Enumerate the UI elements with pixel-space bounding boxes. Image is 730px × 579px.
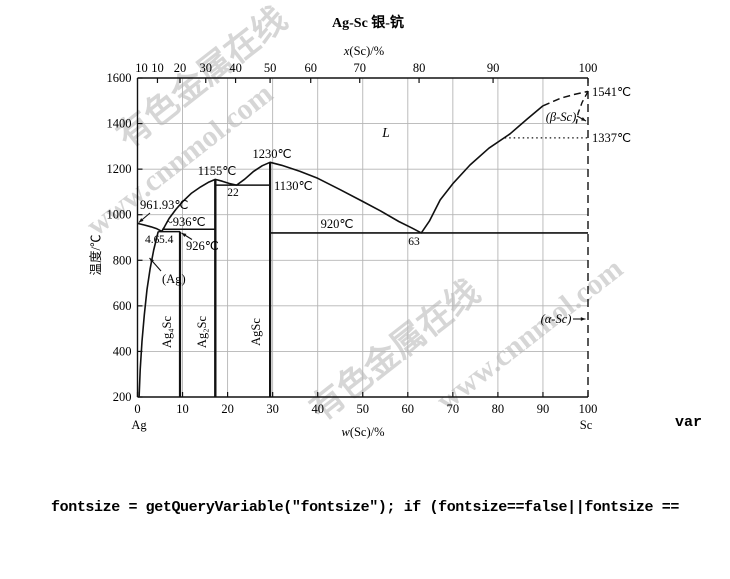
x-bottom-tick-label: 70 xyxy=(447,402,460,416)
annotation-AgSc: Ag₂Sc xyxy=(195,315,209,348)
x-bottom-tick-label: 0 xyxy=(134,402,140,416)
annotation--Sc: (α-Sc) xyxy=(541,312,572,326)
annotation-Ag: Ag xyxy=(131,418,147,432)
annotation-63: 63 xyxy=(408,236,420,248)
annotation-axis-title: x(Sc)/% xyxy=(343,44,384,58)
curve-liquidus xyxy=(137,105,544,234)
annotation-Ag-Sc银-钪: Ag-Sc 银-钪 xyxy=(332,14,404,31)
arrow-head xyxy=(149,258,154,263)
tick-marks xyxy=(136,77,589,398)
arrow-head xyxy=(138,218,144,223)
y-tick-label: 800 xyxy=(113,253,132,267)
annotation-AgSc: AgSc xyxy=(249,318,263,346)
annotation-1541: 1541℃ xyxy=(592,85,631,99)
annotation-1130: 1130℃ xyxy=(274,179,313,193)
annotation-46: 4.6 xyxy=(145,234,160,246)
arrow-head xyxy=(581,117,586,121)
x-bottom-tick-label: 30 xyxy=(266,402,279,416)
x-bottom-tick-label: 90 xyxy=(537,402,550,416)
x-top-tick-label: 70 xyxy=(353,61,366,75)
annotation-54: 5.4 xyxy=(159,234,174,246)
y-tick-label: 200 xyxy=(113,390,132,404)
annotation-1230: 1230℃ xyxy=(252,147,291,161)
annotation-axis-title: w(Sc)/% xyxy=(341,425,384,439)
y-tick-label: 1200 xyxy=(107,162,132,176)
annotation-22: 22 xyxy=(227,187,239,199)
y-tick-label: 1600 xyxy=(107,71,132,85)
y-tick-label: 600 xyxy=(113,299,132,313)
code-line-1: fontsize = getQueryVariable(″fontsize″);… xyxy=(51,499,679,516)
x-bottom-tick-label: 20 xyxy=(221,402,234,416)
annotation--Sc: (β-Sc) xyxy=(546,110,577,124)
annotation-1155: 1155℃ xyxy=(198,164,237,178)
x-bottom-tick-label: 80 xyxy=(492,402,505,416)
arrow-head xyxy=(580,317,586,321)
annotation-1337: 1337℃ xyxy=(592,131,631,145)
curve-liquidus-dashed-to-sc xyxy=(542,90,589,107)
gridlines xyxy=(137,78,588,397)
y-tick-label: 1400 xyxy=(107,117,132,131)
code-line-2: null || fontsize == ″″) { } else { $(’#n… xyxy=(0,575,730,579)
code-fragment-var: var xyxy=(674,414,702,431)
x-top-tick-label: 50 xyxy=(264,61,277,75)
annotation-Ag: (Ag) xyxy=(162,272,186,286)
x-top-tick-label: 10 xyxy=(135,61,148,75)
x-top-tick-label: 20 xyxy=(174,61,187,75)
annotation-温度: 温度/℃ xyxy=(88,235,103,276)
x-top-tick-label: 80 xyxy=(413,61,426,75)
y-tick-label: 400 xyxy=(113,344,132,358)
x-bottom-tick-label: 40 xyxy=(311,402,324,416)
annotation-920: 920℃ xyxy=(321,217,354,231)
annotation-96193: 961.93℃ xyxy=(140,198,188,212)
annotation-L: L xyxy=(381,125,390,140)
x-bottom-tick-label: 10 xyxy=(176,402,189,416)
x-top-tick-label: 100 xyxy=(579,61,598,75)
annotation-AgSc: Ag₄Sc xyxy=(160,315,174,348)
x-top-tick-label: 10 xyxy=(151,61,164,75)
x-top-tick-label: 90 xyxy=(487,61,500,75)
annotation-936: ~936℃ xyxy=(166,215,206,229)
x-top-tick-label: 60 xyxy=(304,61,317,75)
arrow-head xyxy=(181,233,187,238)
annotation-Sc: Sc xyxy=(580,418,593,432)
annotation-926: 926℃ xyxy=(186,239,219,253)
x-bottom-tick-label: 50 xyxy=(357,402,370,416)
x-bottom-tick-label: 100 xyxy=(579,402,598,416)
x-top-tick-label: 40 xyxy=(229,61,242,75)
y-tick-label: 1000 xyxy=(107,208,132,222)
x-bottom-tick-label: 60 xyxy=(402,402,415,416)
curve-ag-solvus xyxy=(138,231,159,398)
code-block: fontsize = getQueryVariable(″fontsize″);… xyxy=(0,440,730,579)
x-top-tick-label: 30 xyxy=(200,61,213,75)
